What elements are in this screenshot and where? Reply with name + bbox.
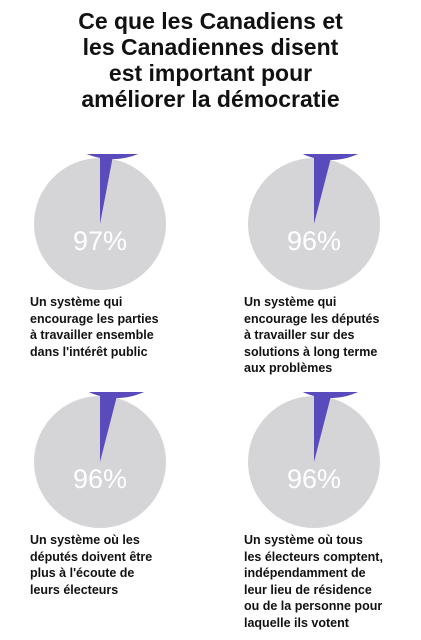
pie-chart-parties: 97%	[30, 154, 170, 294]
title-line: améliorer la démocratie	[81, 86, 340, 112]
caption-line: ou de la personne pour	[244, 599, 383, 613]
pie-chart-long-term: 96%	[244, 154, 384, 294]
caption-line: laquelle ils votent	[244, 615, 349, 630]
pie-caption-listening: Un système où les députés doivent être p…	[30, 532, 152, 598]
caption-line: députés doivent être	[30, 549, 153, 564]
pie-caption-parties: Un système qui encourage les parties à t…	[30, 294, 159, 360]
pie-chart-svg: 96%	[248, 154, 380, 290]
pie-percent-label: 96%	[73, 464, 127, 494]
caption-line: Un système qui	[30, 295, 123, 309]
caption-line: dans l'intérêt public	[30, 344, 148, 359]
caption-line: Un système où tous	[244, 533, 363, 547]
caption-line: encourage les députés	[244, 311, 380, 326]
caption-line: Un système où les	[30, 533, 140, 547]
pie-chart-every-voter: 96%	[244, 392, 384, 532]
pie-chart-listening: 96%	[30, 392, 170, 532]
caption-line: indépendamment de	[244, 566, 366, 580]
title-line: Ce que les Canadiens et	[78, 8, 343, 34]
pie-chart-svg: 97%	[34, 154, 166, 290]
pie-value-slice	[302, 154, 358, 224]
pie-percent-label: 96%	[287, 464, 341, 494]
pie-chart-svg: 96%	[34, 392, 166, 528]
caption-line: aux problèmes	[244, 361, 333, 375]
pie-caption-every-voter: Un système où tous les électeurs compten…	[244, 532, 383, 631]
caption-line: leurs électeurs	[30, 582, 119, 597]
caption-line: les électeurs comptent,	[244, 549, 383, 564]
pie-percent-label: 96%	[287, 226, 341, 256]
caption-line: leur lieu de résidence	[244, 582, 372, 597]
pie-caption-long-term: Un système qui encourage les députés à t…	[244, 294, 379, 377]
pie-value-slice	[302, 392, 358, 462]
pie-percent-label: 97%	[73, 226, 127, 256]
page-title: Ce que les Canadiens et les Canadiennes …	[0, 8, 421, 112]
caption-line: plus à l'écoute de	[30, 566, 135, 580]
title-line: les Canadiennes disent	[82, 34, 339, 60]
caption-line: Un système qui	[244, 295, 337, 309]
title-line: est important pour	[108, 60, 313, 86]
pie-value-slice	[88, 392, 144, 462]
caption-line: encourage les parties	[30, 311, 159, 326]
caption-line: solutions à long terme	[244, 344, 378, 359]
caption-line: à travailler sur des	[244, 328, 355, 342]
pie-chart-svg: 96%	[248, 392, 380, 528]
caption-line: à travailler ensemble	[30, 328, 154, 342]
